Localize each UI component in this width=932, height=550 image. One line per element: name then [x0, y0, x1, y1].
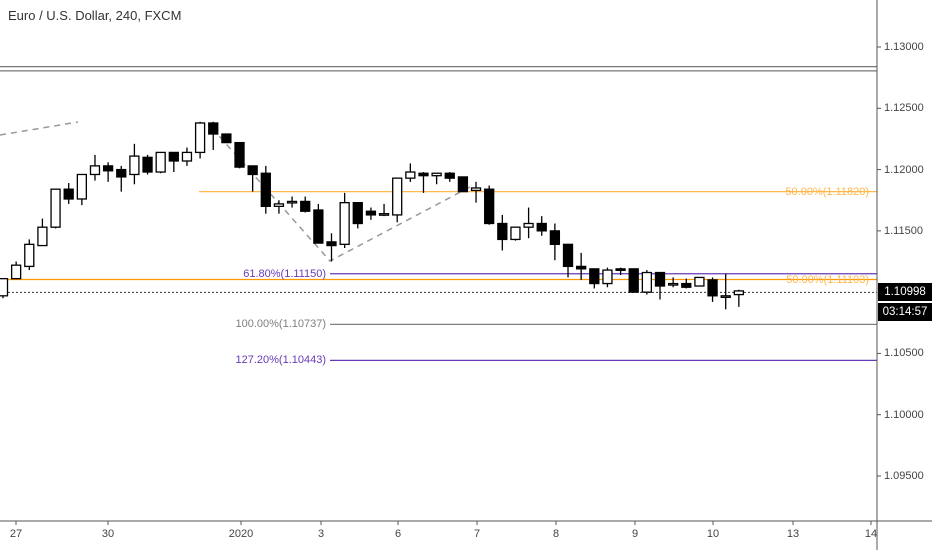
candle-body: [628, 268, 639, 293]
time-tick-label: 30: [101, 528, 115, 540]
candle-body: [392, 177, 403, 216]
time-tick-label: 27: [9, 528, 23, 540]
candle-body: [457, 176, 469, 193]
price-tick-label: 1.10500: [884, 347, 924, 360]
current-price-label: 1.10998: [878, 283, 932, 301]
candle-body: [694, 276, 705, 287]
candle-body: [733, 290, 744, 296]
candle-body: [562, 243, 574, 268]
price-tick-label: 1.12500: [884, 102, 924, 115]
candle-body: [523, 222, 534, 228]
candle-body: [720, 295, 731, 298]
candle-body: [300, 200, 311, 212]
trend-line-dashed: [0, 121, 79, 136]
candle-body: [313, 209, 324, 244]
candle-body: [641, 271, 653, 293]
candle-body: [63, 188, 74, 200]
candle-body: [444, 172, 455, 179]
candle-body: [602, 269, 613, 285]
fib-label-1272: 127.20%(1.10443): [235, 354, 326, 367]
candle-body: [24, 243, 35, 268]
price-tick-label: 1.12000: [884, 163, 924, 176]
candle-body: [654, 271, 666, 287]
candle-body: [365, 210, 377, 216]
candle-body: [707, 279, 718, 297]
candle-body: [470, 187, 482, 192]
price-tick-label: 1.10000: [884, 408, 924, 421]
time-tick-label: 13: [786, 528, 800, 540]
candle-body: [615, 268, 626, 272]
candle-body: [589, 268, 600, 285]
candle-body: [549, 230, 561, 245]
candle-body: [129, 155, 140, 176]
candle-body: [418, 172, 429, 177]
candle-body: [37, 226, 48, 247]
candle-body: [194, 122, 206, 154]
candle-body: [339, 202, 350, 245]
candle-body: [484, 188, 495, 225]
time-tick-label: 3: [317, 528, 325, 540]
candle-body: [116, 168, 127, 178]
candle-body: [0, 278, 9, 297]
chart-title: Euro / U.S. Dollar, 240, FXCM: [8, 8, 182, 23]
candle-body: [510, 226, 521, 241]
candle-body: [10, 264, 22, 280]
fib-label-50-lower: 50.00%(1.11103): [786, 273, 869, 286]
time-tick-label: 8: [552, 528, 560, 540]
candle-body: [181, 151, 193, 162]
time-tick-label: 10: [706, 528, 720, 540]
candle-body: [208, 122, 219, 135]
candle-body: [247, 165, 258, 176]
candle-body: [431, 172, 442, 177]
candle-body: [576, 265, 587, 270]
candle-body: [352, 202, 363, 225]
candle-body: [405, 171, 416, 179]
candle-body: [102, 165, 114, 172]
candle-body: [667, 282, 679, 286]
time-tick-label: 9: [631, 528, 639, 540]
fib-label-618: 61.80%(1.11150): [243, 267, 326, 280]
time-tick-label: 6: [394, 528, 402, 540]
price-tick-label: 1.09500: [884, 469, 924, 482]
time-tick-label: 7: [473, 528, 481, 540]
candle-body: [89, 165, 101, 176]
time-tick-label: 14: [864, 528, 878, 540]
price-tick-label: 1.11500: [884, 224, 923, 237]
candle-body: [142, 156, 153, 173]
candle-body: [76, 173, 87, 200]
candle-body: [326, 241, 337, 247]
candle-body: [50, 188, 61, 228]
candle-body: [273, 203, 285, 207]
time-tick-label: 2020: [228, 528, 254, 540]
candle-body: [221, 133, 232, 144]
candle-body: [155, 151, 166, 173]
candle-body: [681, 282, 692, 288]
price-tick-label: 1.13000: [884, 41, 924, 53]
fib-label-50-upper: 50.00%(1.11820): [785, 185, 869, 198]
candle-body: [168, 151, 179, 162]
candle-body: [286, 200, 298, 204]
fib-label-100: 100.00%(1.10737): [235, 318, 326, 331]
bar-countdown-label: 03:14:57: [878, 303, 932, 321]
candle-body: [234, 141, 245, 168]
candle-body: [260, 172, 271, 207]
candle-body: [378, 213, 390, 216]
candle-body: [497, 222, 508, 241]
candle-body: [536, 222, 547, 232]
